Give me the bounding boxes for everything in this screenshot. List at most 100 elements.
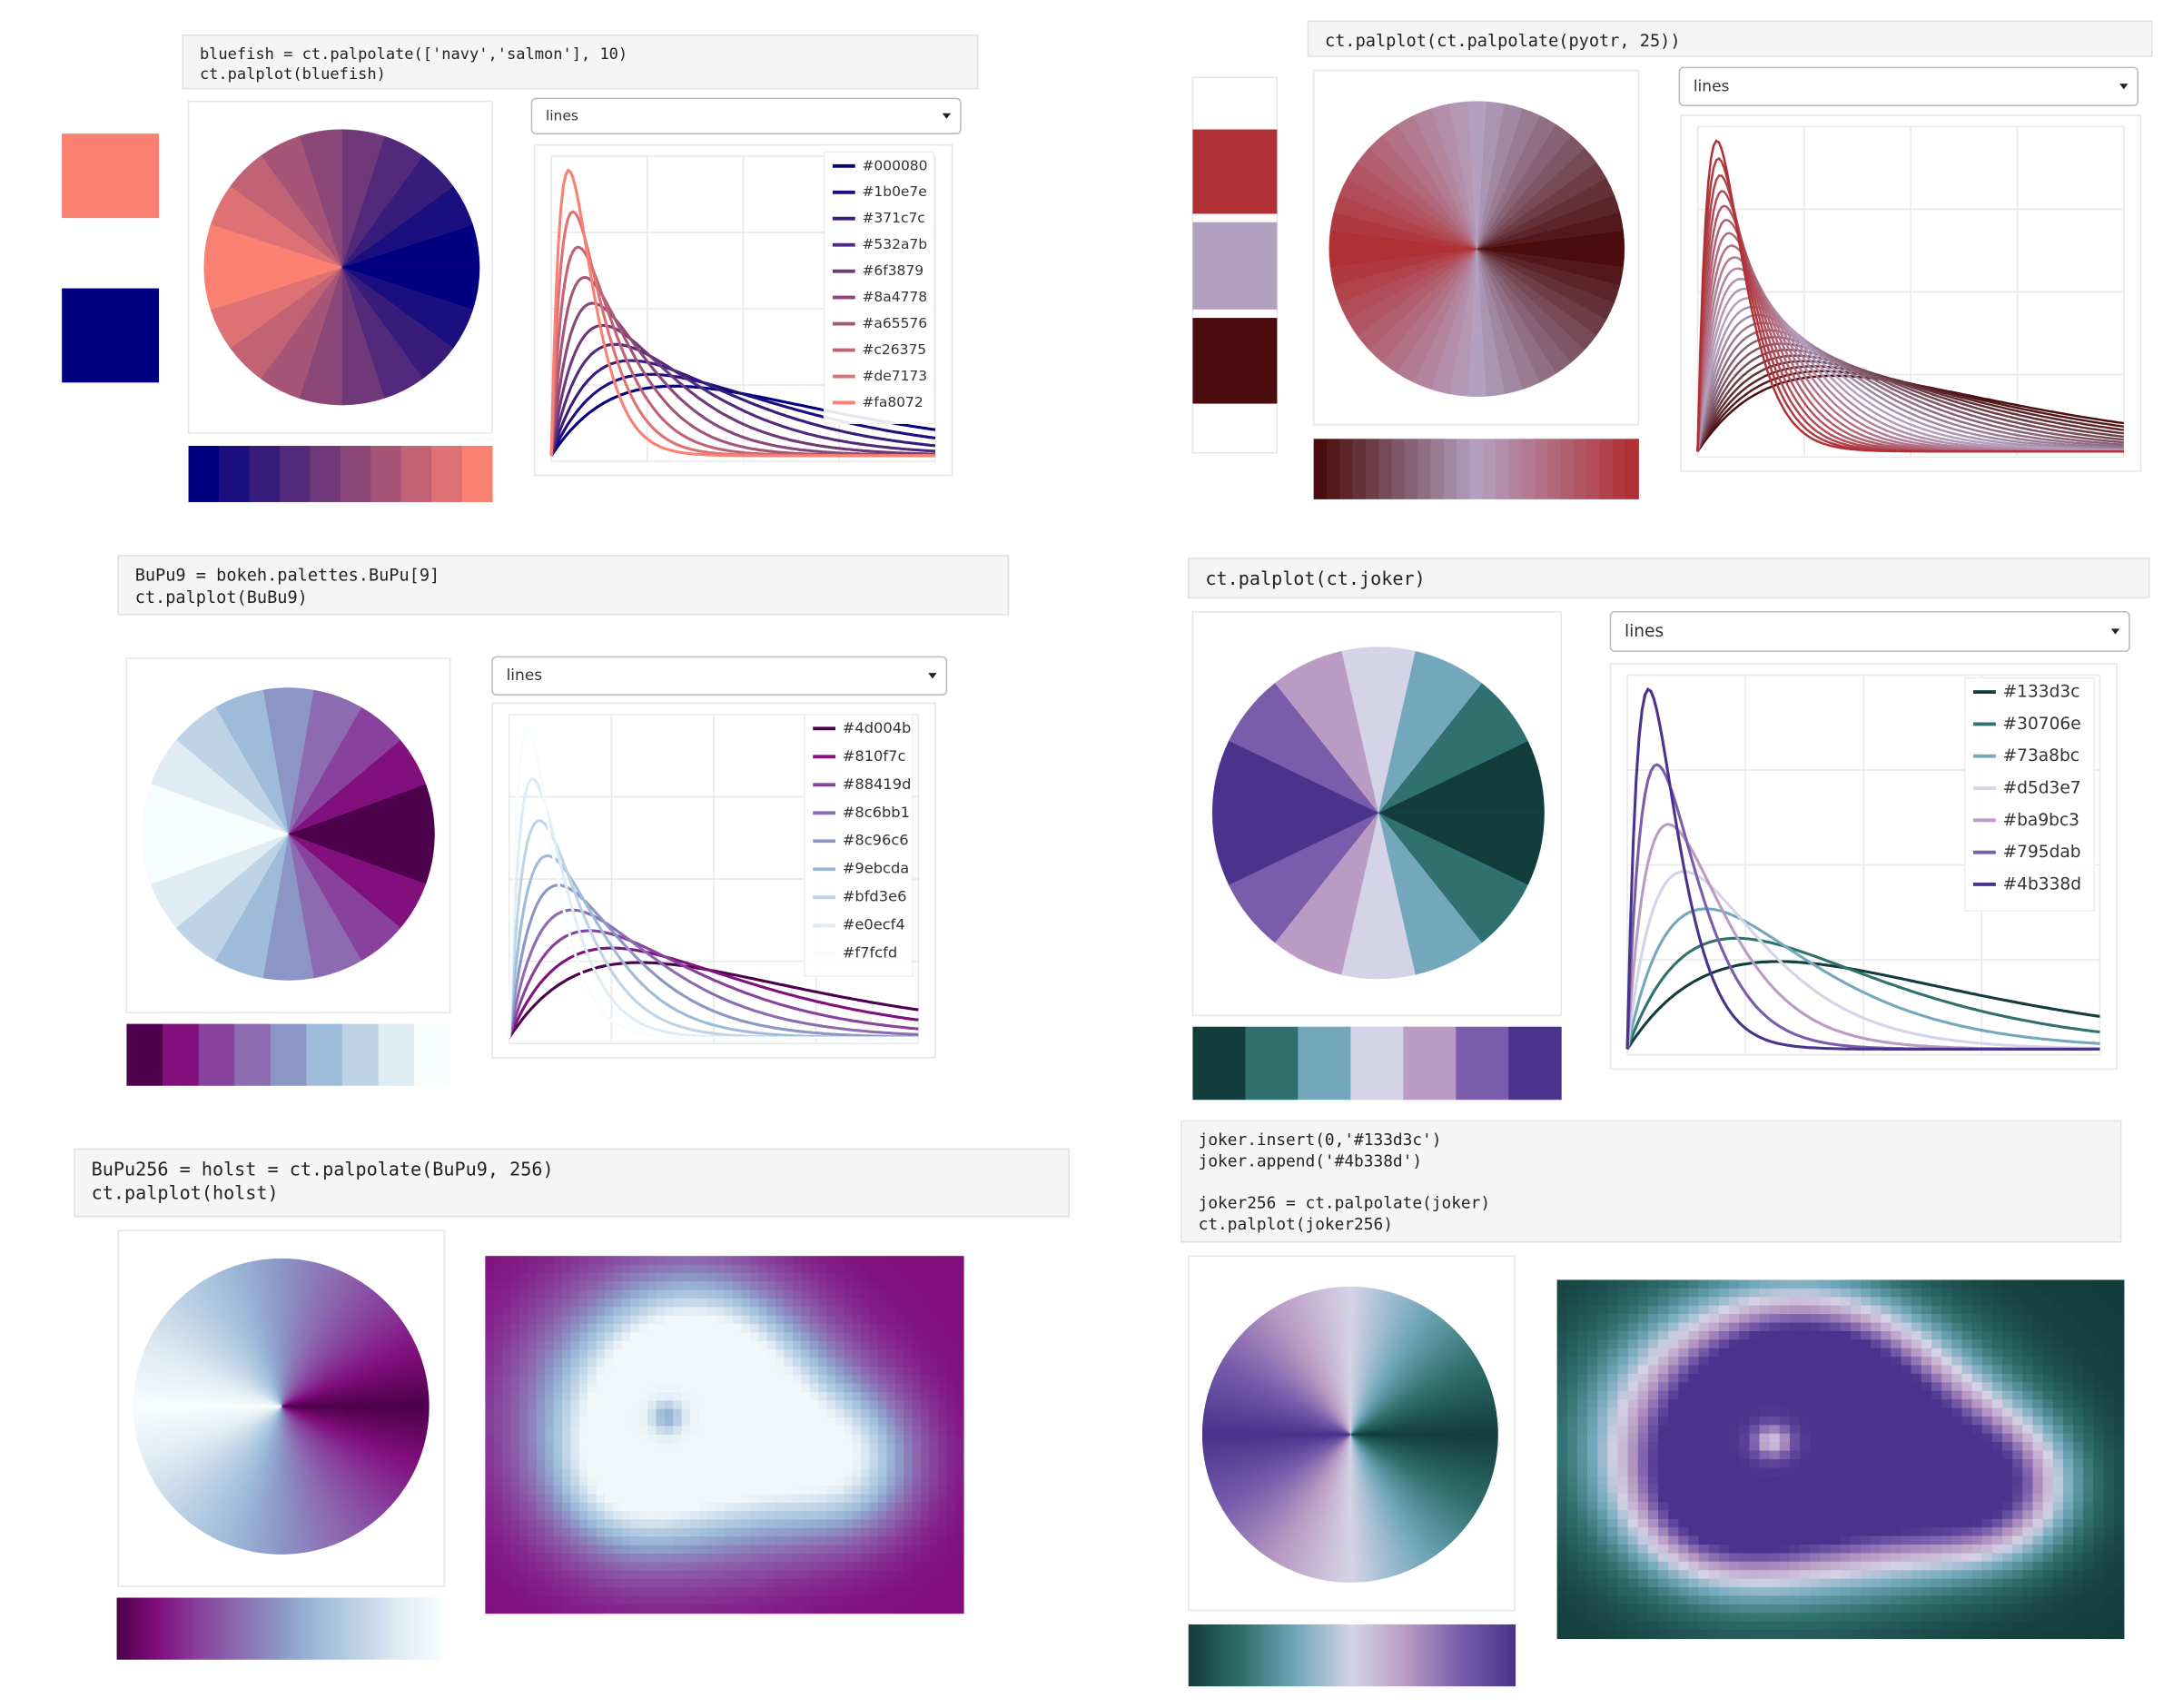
heatmap-cell bbox=[826, 1468, 836, 1478]
dropdown-arrow[interactable] bbox=[2119, 84, 2129, 90]
dropdown-box[interactable] bbox=[1609, 611, 2130, 652]
heatmap-cell bbox=[886, 1315, 896, 1325]
colorbar-cell bbox=[149, 1597, 153, 1660]
dropdown[interactable]: lines bbox=[491, 656, 948, 696]
heatmap-cell bbox=[852, 1298, 862, 1308]
dropdown-label[interactable]: lines bbox=[1694, 77, 1730, 95]
heatmap-cell bbox=[1961, 1330, 1973, 1340]
dropdown-arrow[interactable] bbox=[928, 673, 937, 679]
heatmap-cell bbox=[775, 1502, 785, 1512]
heatmap-cell bbox=[826, 1392, 836, 1402]
heatmap-cell bbox=[1759, 1348, 1771, 1358]
heatmap-cell bbox=[1637, 1322, 1649, 1332]
heatmap-cell bbox=[1587, 1382, 1598, 1392]
colorbar-cell bbox=[426, 1597, 429, 1660]
colorbar-cell bbox=[383, 1597, 386, 1660]
heatmap-cell bbox=[749, 1358, 759, 1367]
heatmap-cell bbox=[510, 1324, 520, 1334]
heatmap-cell bbox=[2022, 1382, 2034, 1392]
dropdown-label[interactable]: lines bbox=[546, 107, 578, 123]
heatmap-cell bbox=[578, 1272, 588, 1282]
heatmap-cell bbox=[2002, 1314, 2013, 1324]
heatmap-cell bbox=[912, 1536, 922, 1546]
heatmap-cell bbox=[1840, 1305, 1852, 1315]
heatmap-cell bbox=[621, 1587, 631, 1597]
heatmap-cell bbox=[929, 1519, 939, 1529]
heatmap-cell bbox=[605, 1468, 615, 1478]
dropdown-arrow[interactable] bbox=[942, 113, 952, 119]
heatmap-cell bbox=[904, 1264, 914, 1274]
heatmap-cell bbox=[1688, 1357, 1700, 1367]
dropdown-box[interactable] bbox=[530, 97, 962, 134]
heatmap-cell bbox=[638, 1307, 648, 1317]
heatmap-cell bbox=[2062, 1297, 2074, 1307]
heatmap-cell bbox=[904, 1486, 914, 1496]
dropdown-label[interactable]: lines bbox=[1625, 622, 1664, 641]
heatmap-cell bbox=[2083, 1348, 2094, 1358]
heatmap-cell bbox=[894, 1443, 904, 1453]
heatmap-cell bbox=[861, 1570, 871, 1580]
heatmap-cell bbox=[749, 1443, 759, 1453]
colorbar-cell bbox=[404, 1597, 408, 1660]
heatmap-cell bbox=[621, 1264, 631, 1274]
heatmap-cell bbox=[553, 1408, 563, 1418]
heatmap-cell bbox=[570, 1375, 580, 1385]
heatmap-cell bbox=[2093, 1365, 2105, 1375]
dropdown-label[interactable]: lines bbox=[507, 666, 543, 685]
heatmap-cell bbox=[920, 1579, 930, 1589]
heatmap-cell bbox=[588, 1349, 598, 1359]
dropdown[interactable]: lines bbox=[1609, 611, 2130, 652]
dropdown-box[interactable] bbox=[491, 656, 948, 696]
heatmap-cell bbox=[1566, 1297, 1578, 1307]
heatmap-cell bbox=[852, 1511, 862, 1521]
heatmap-cell bbox=[758, 1417, 768, 1427]
heatmap-cell bbox=[596, 1468, 606, 1478]
heatmap-cell bbox=[519, 1408, 529, 1418]
heatmap-cell bbox=[861, 1315, 871, 1325]
heatmap-cell bbox=[826, 1307, 836, 1317]
heatmap-cell bbox=[733, 1604, 743, 1614]
heatmap-cell bbox=[886, 1340, 896, 1350]
heatmap-cell bbox=[519, 1511, 529, 1521]
heatmap-cell bbox=[698, 1511, 708, 1521]
heatmap-cell bbox=[1860, 1297, 1872, 1307]
heatmap-cell bbox=[502, 1494, 512, 1504]
colorbar-cell bbox=[311, 1597, 313, 1660]
dropdown[interactable]: lines bbox=[1678, 66, 2139, 106]
heatmap-cell bbox=[570, 1545, 580, 1555]
heatmap-cell bbox=[485, 1307, 495, 1317]
heatmap-cell bbox=[733, 1434, 743, 1444]
heatmap-cell bbox=[1921, 1339, 1932, 1349]
heatmap-cell bbox=[493, 1486, 503, 1496]
heatmap-cell bbox=[877, 1358, 887, 1367]
heatmap-cell bbox=[561, 1459, 572, 1469]
heatmap-cell bbox=[561, 1468, 572, 1478]
heatmap-cell bbox=[664, 1486, 674, 1496]
heatmap-cell bbox=[835, 1349, 845, 1359]
heatmap-cell bbox=[588, 1408, 598, 1418]
colorbar-cell bbox=[130, 1597, 133, 1660]
dropdown[interactable]: lines bbox=[530, 97, 962, 134]
heatmap-cell bbox=[784, 1562, 794, 1572]
heatmap-cell bbox=[638, 1408, 648, 1418]
heatmap-cell bbox=[1830, 1288, 1842, 1298]
heatmap-cell bbox=[588, 1562, 598, 1572]
dropdown-box[interactable] bbox=[1678, 66, 2139, 106]
heatmap-cell bbox=[536, 1476, 546, 1486]
heatmap-cell bbox=[937, 1459, 947, 1469]
heatmap-cell bbox=[545, 1264, 555, 1274]
heatmap-cell bbox=[621, 1579, 631, 1589]
heatmap-cell bbox=[1901, 1297, 1912, 1307]
heatmap-cell bbox=[937, 1366, 947, 1376]
heatmap-cell bbox=[1860, 1382, 1872, 1392]
heatmap-cell bbox=[673, 1272, 683, 1282]
heatmap-cell bbox=[493, 1511, 503, 1521]
heatmap-cell bbox=[1971, 1357, 1983, 1367]
heatmap-cell bbox=[664, 1502, 674, 1512]
heatmap-cell bbox=[656, 1519, 666, 1529]
heatmap-cell bbox=[809, 1340, 819, 1350]
heatmap-cell bbox=[766, 1468, 776, 1478]
heatmap-cell bbox=[869, 1256, 879, 1266]
dropdown-arrow[interactable] bbox=[2110, 628, 2120, 635]
heatmap-cell bbox=[912, 1307, 922, 1317]
